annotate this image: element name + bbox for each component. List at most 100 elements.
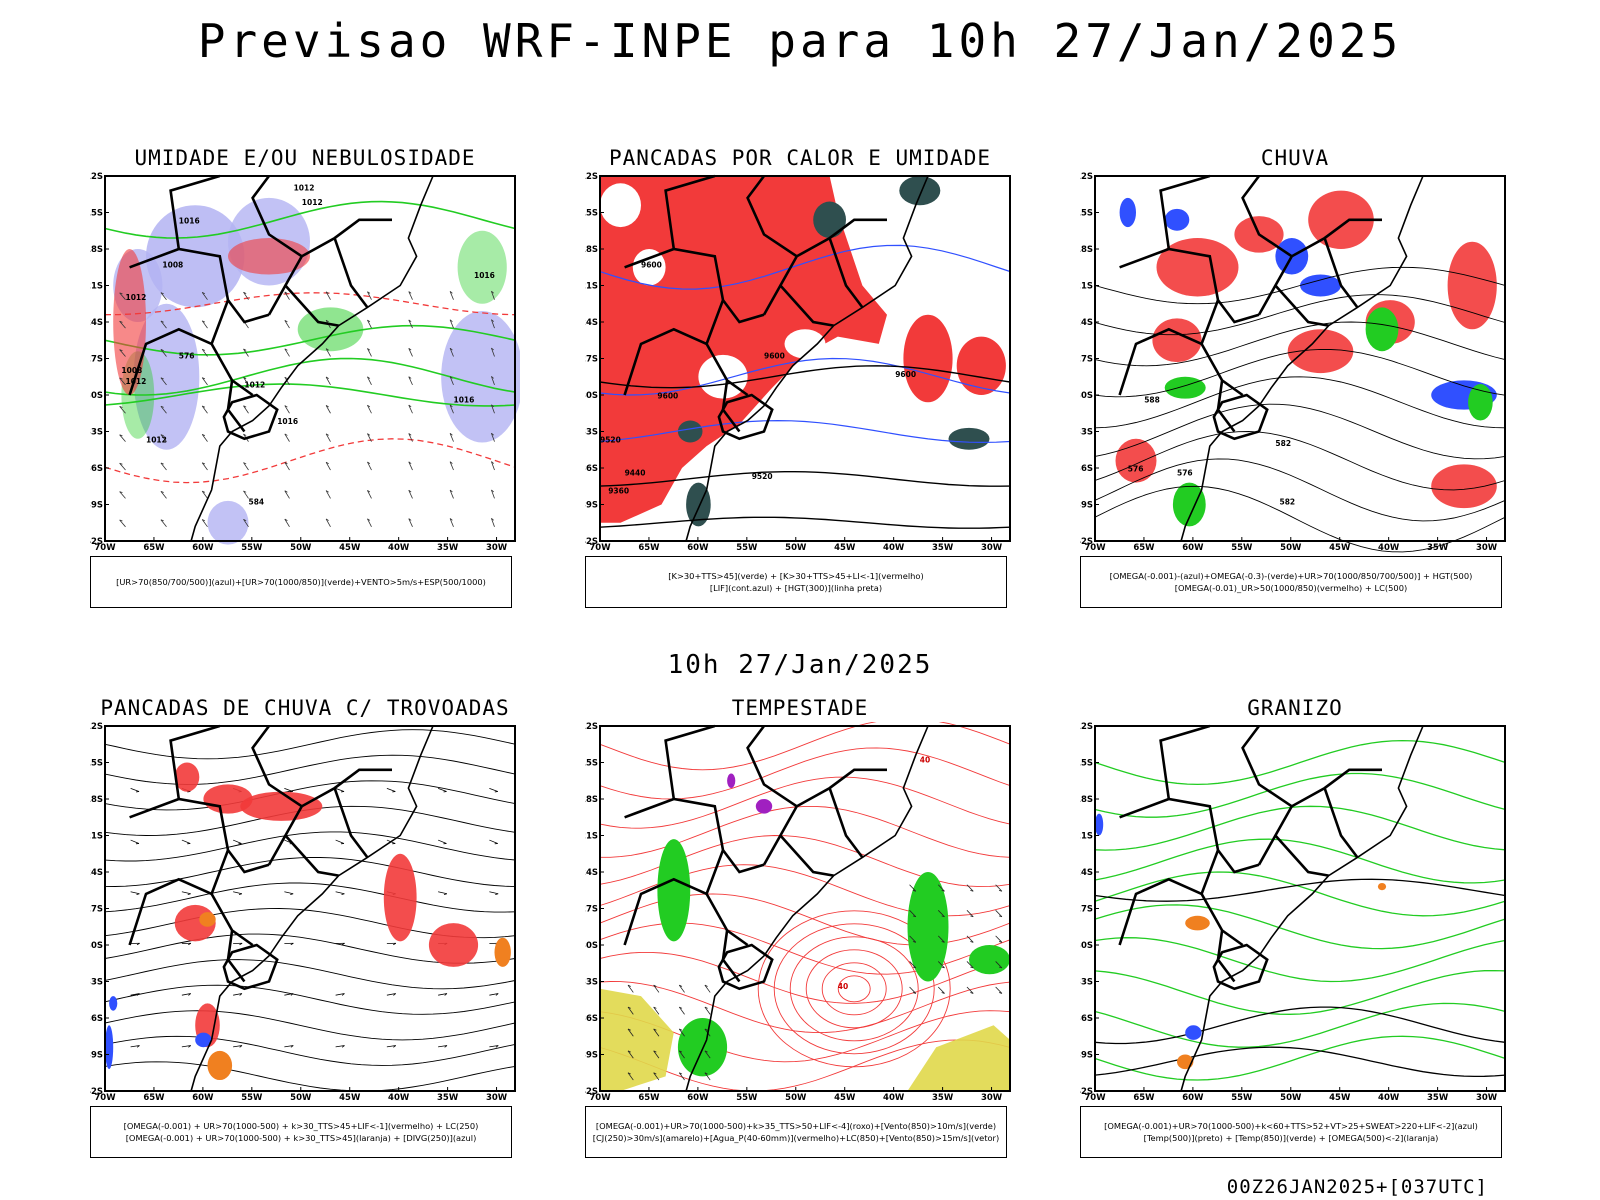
legend-line: [OMEGA(-0.001) + UR>70(1000-500) + k>30_…: [123, 1121, 479, 1131]
wind-vector: [367, 348, 371, 351]
streamline-arrow: [393, 993, 396, 996]
streamline-arrow: [444, 993, 448, 996]
contour-label: 1012: [126, 293, 147, 302]
state-border: [169, 174, 221, 250]
wind-vector: [627, 1072, 631, 1075]
wind-vector: [653, 1072, 660, 1081]
lon-label: 70W: [1084, 1093, 1106, 1103]
wind-vector: [970, 966, 974, 969]
divergence-area: [105, 1025, 114, 1070]
humidity-area: [297, 307, 364, 352]
wind-vector: [119, 519, 123, 522]
wind-vector: [243, 405, 249, 414]
state-border: [1323, 237, 1359, 309]
thickness-area: [228, 238, 310, 275]
wind-vector: [408, 404, 412, 408]
wind-vector: [679, 1006, 683, 1009]
streamline-arrow: [181, 891, 191, 895]
lat-label: 21S: [1080, 832, 1093, 842]
wind-vector: [325, 490, 329, 493]
legend-line: [UR>70(850/700/500)](azul)+[UR>70(1000/8…: [116, 577, 486, 587]
lat-label: 15S: [585, 759, 598, 769]
state-border: [1241, 725, 1293, 808]
wind-vector: [449, 489, 454, 499]
state-border: [1323, 787, 1359, 859]
wind-vector: [408, 518, 412, 521]
wind-vector: [941, 966, 945, 969]
wind-vector: [119, 519, 126, 528]
pressure-contour: [805, 949, 903, 1029]
wind-vector: [995, 961, 1003, 969]
lon-label: 55W: [736, 1093, 758, 1103]
panel-tempestade: TEMPESTADE 40 40 12S 15S 18S 21S 24S 27S 30S 33S 3…: [585, 696, 1015, 1161]
contour-label: 1016: [454, 395, 475, 404]
streamline-arrow: [489, 839, 498, 844]
streamline-arrow: [335, 993, 345, 996]
wind-vector: [909, 961, 917, 969]
wind-vector: [966, 986, 974, 994]
wind-vector: [367, 518, 371, 521]
streamline-arrow: [489, 891, 499, 895]
wind-vector: [408, 489, 412, 493]
height-contour: [599, 471, 1011, 487]
streamline: [104, 831, 516, 862]
map-umidade: 1012 1012 1016 1008 1012 576 1016 1012 1012 1016 1…: [90, 172, 520, 553]
state-border: [623, 877, 708, 946]
lon-label: 60W: [192, 1093, 214, 1103]
wind-area: [657, 839, 691, 942]
contour-label: 1012: [244, 381, 265, 390]
clear-area: [784, 329, 826, 359]
country-border: [717, 943, 774, 991]
country-border: [222, 943, 279, 991]
wind-vector: [119, 320, 123, 323]
lat-label: 36S: [90, 1014, 103, 1024]
streamline-arrow: [130, 839, 140, 844]
wind-vector: [909, 935, 917, 943]
streamline-arrow: [239, 942, 243, 946]
wind-vector: [243, 490, 249, 499]
wind-vector: [160, 519, 164, 522]
lat-label: 33S: [1080, 978, 1093, 988]
streamline-arrow: [238, 893, 243, 895]
lat-label: 12S: [585, 172, 598, 182]
wind-vector: [653, 1050, 660, 1059]
wind-vector: [704, 1072, 711, 1081]
state-border: [828, 237, 864, 309]
streamline-arrow: [136, 993, 140, 996]
wind-vector: [704, 1050, 711, 1059]
wind-vector: [937, 986, 945, 994]
wind-vector: [367, 348, 372, 357]
wind-vector: [941, 889, 945, 892]
storm-strong-area: [494, 937, 511, 967]
lon-label: 40W: [883, 1093, 905, 1103]
wind-vector: [325, 376, 329, 379]
state-border: [828, 787, 864, 859]
wind-vector: [491, 347, 495, 357]
temp850-contour: [1094, 904, 1506, 950]
contour-label: 9600: [641, 260, 662, 269]
wind-vector: [284, 405, 288, 408]
streamline: [104, 754, 516, 785]
wind-vector: [243, 462, 247, 465]
streamline-arrow: [188, 942, 192, 946]
wind-vector: [995, 910, 1003, 918]
wind-vector: [704, 984, 708, 987]
wind-vector: [678, 1050, 685, 1059]
wind-area: [907, 872, 949, 982]
state-border: [664, 174, 716, 250]
lon-label: 70W: [94, 543, 116, 553]
jet-area: [600, 988, 674, 1091]
wind-vector: [491, 518, 494, 521]
wind-vector: [367, 376, 371, 379]
wind-vector: [160, 462, 167, 471]
contour-label: 576: [1177, 468, 1193, 477]
pressure-contour: [599, 951, 1011, 1004]
legend-granizo: [OMEGA(-0.001)+UR>70(1000-500)+k<60+TTS>…: [1080, 1106, 1502, 1158]
wind-vector: [160, 292, 164, 295]
lat-label: 15S: [1080, 759, 1093, 769]
wind-vector: [653, 1028, 657, 1031]
state-border: [1118, 877, 1203, 946]
wind-vector: [966, 961, 974, 969]
state-border: [746, 175, 798, 258]
lat-label: 27S: [1080, 355, 1093, 365]
